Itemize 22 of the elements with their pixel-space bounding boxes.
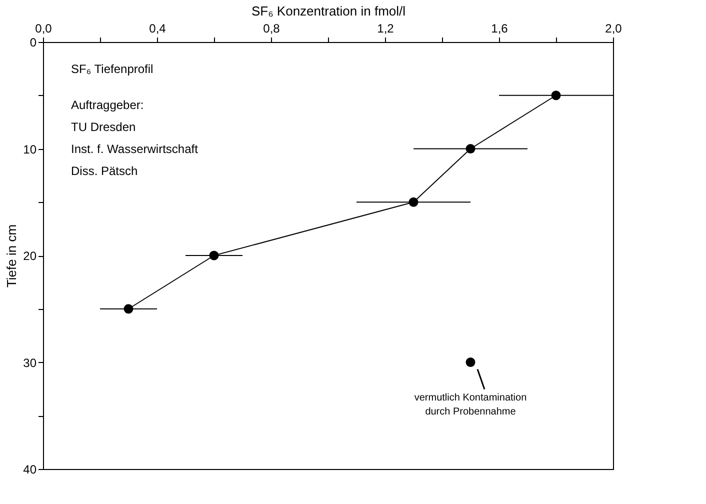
x-tick-label: 0,4 [149, 22, 166, 36]
annotation: vermutlich Kontamination durch Probennahme [414, 392, 527, 418]
annotation: SF₆ Tiefenprofil [71, 62, 154, 76]
x-tick-label: 2,0 [605, 22, 622, 36]
x-axis-title: SF₆ Konzentration in fmol/l [251, 4, 406, 18]
point [209, 250, 219, 260]
y-tick-label: 40 [23, 462, 37, 476]
x-tick-label: 1,2 [377, 22, 394, 36]
x-tick-label: 0,8 [263, 22, 280, 36]
point [551, 90, 561, 100]
y-tick-label: 30 [23, 356, 37, 370]
point [466, 144, 476, 154]
x-tick-label: 0,0 [35, 22, 52, 36]
y-tick-label: 0 [30, 36, 37, 50]
annotation: Auftraggeber: TU Dresden Inst. f. Wasserwirtschaft Diss. Pätsch [71, 98, 199, 178]
point [408, 197, 418, 207]
y-tick-label: 20 [23, 249, 37, 263]
y-tick-label: 10 [23, 142, 37, 156]
point [124, 304, 134, 314]
point [466, 358, 476, 367]
x-tick-label: 1,6 [491, 22, 508, 36]
y-axis-title: Tiefe in cm [4, 224, 20, 288]
